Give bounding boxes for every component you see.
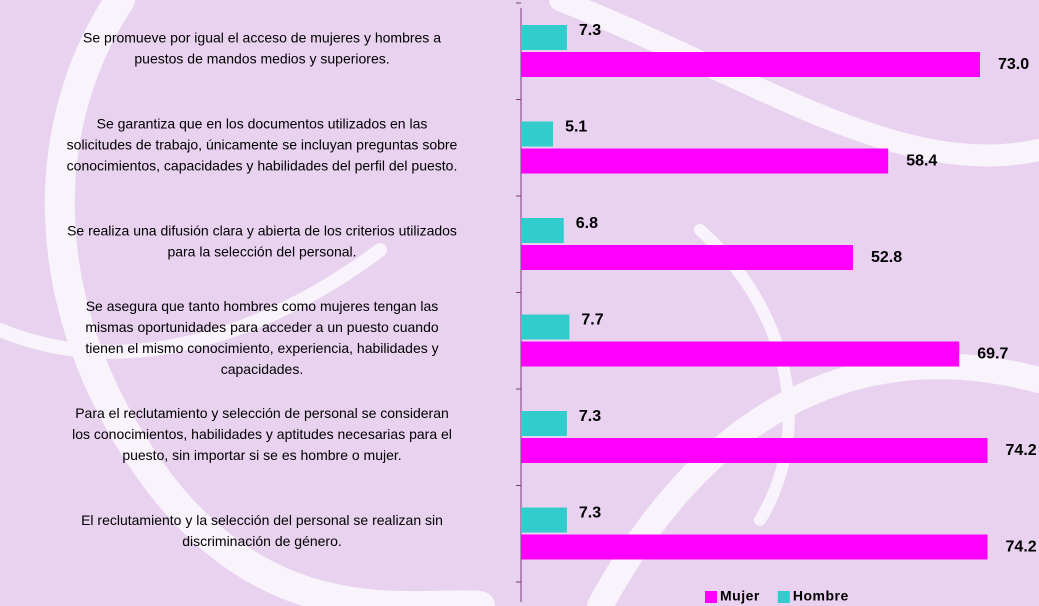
bar [521,121,554,147]
category-label: Se promueve por igual el acceso de mujer… [83,29,441,45]
category-label: tienen el mismo conocimiento, experienci… [85,340,438,356]
category-label: conocimientos, capacidades y habilidades… [67,157,458,173]
category-label: Se asegura que tanto hombres como mujere… [86,298,439,314]
category-label: solicitudes de trabajo, únicamente se in… [67,136,458,152]
value-label: 52.8 [871,249,902,266]
category-label: El reclutamiento y la selección del pers… [81,512,443,528]
bar [521,341,960,367]
value-label: 7.3 [579,22,601,39]
category-label: para la selección del personal. [167,243,356,259]
bar [521,507,567,533]
value-label: 69.7 [977,346,1008,363]
bar [521,148,889,174]
category-label: Se realiza una difusión clara y abierta … [67,222,457,238]
category-label: discriminación de género. [182,533,342,549]
category-label: capacidades. [221,361,304,377]
category-label: Se garantiza que en los documentos utili… [97,115,428,131]
value-label: 5.1 [565,119,587,136]
value-label: 74.2 [1006,442,1037,459]
value-label: 58.4 [906,153,937,170]
bar [521,534,988,560]
bar [521,25,567,50]
value-label: 7.3 [579,505,601,522]
category-label: mismas oportunidades para acceder a un p… [85,319,439,335]
value-label: 7.3 [579,408,601,425]
bar [521,245,853,270]
legend-swatch [705,591,717,603]
bar [521,218,564,243]
category-label: Para el reclutamiento y selección de per… [75,405,449,421]
bar [521,438,988,463]
value-label: 6.8 [576,215,598,232]
bar [521,411,567,436]
bar [521,314,570,340]
legend-label: Hombre [793,588,849,604]
category-label: los conocimientos, habilidades y aptitud… [72,426,452,442]
category-label: puestos de mandos medios y superiores. [134,50,389,66]
category-label: puesto, sin importar si se es hombre o m… [122,447,401,463]
legend-swatch [777,591,790,603]
value-label: 73.0 [998,56,1029,73]
legend-label: Mujer [720,588,760,604]
value-label: 7.7 [581,312,603,329]
value-label: 74.2 [1006,539,1037,556]
bar [521,52,980,77]
